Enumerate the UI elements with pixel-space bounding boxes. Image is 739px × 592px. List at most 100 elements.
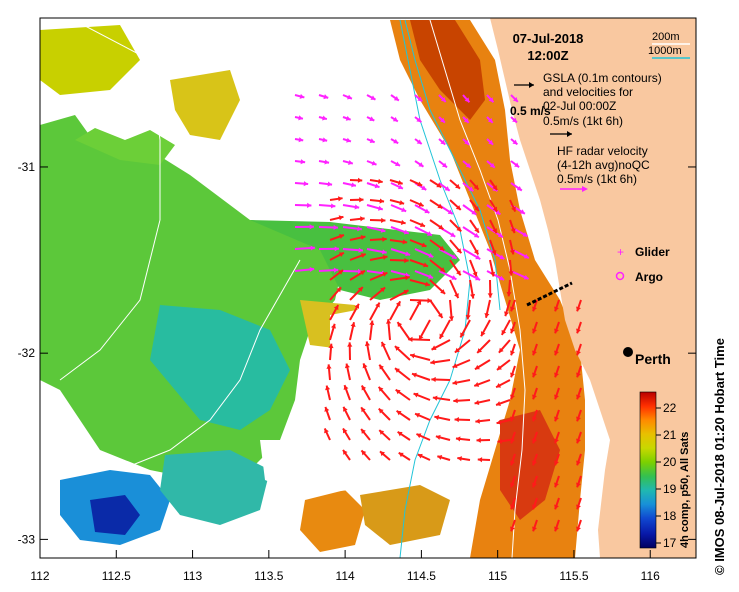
radar-arrow (389, 219, 406, 225)
gsla-arrow (342, 268, 363, 274)
gsla-arrow (366, 182, 380, 189)
radar-arrow (554, 343, 560, 356)
radar-arrow (414, 412, 431, 421)
gsla-arrow (294, 93, 305, 99)
radar-arrow (510, 299, 516, 312)
radar-arrow (576, 387, 582, 400)
gsla-arrow (342, 159, 354, 165)
gsla-arrow (438, 160, 448, 169)
radar-arrow (324, 406, 331, 421)
radar-arrow (449, 259, 462, 276)
radar-arrow (496, 419, 511, 425)
radar-arrow (429, 199, 443, 209)
radar-arrow (465, 299, 471, 320)
glider-legend-label: Glider (635, 245, 670, 259)
radar-arrow (409, 199, 424, 207)
radar-arrow (459, 319, 471, 338)
radar-arrow (349, 321, 356, 341)
radar-arrow (342, 449, 351, 461)
radar-arrow (360, 449, 371, 461)
gsla-arrow (294, 181, 309, 187)
radar-arrow (554, 497, 560, 510)
colorbar (639, 391, 657, 549)
radar-arrow (510, 343, 516, 356)
gsla-text-2: and velocities for (543, 85, 633, 99)
radar-arrow (453, 398, 471, 404)
radar-arrow (532, 475, 538, 488)
radar-arrow (369, 286, 386, 301)
gsla-arrow (366, 226, 386, 233)
no-data-gap-center (330, 300, 470, 440)
radar-arrow (476, 437, 491, 443)
colorbar-label: 4h comp, p50, All Sats (679, 432, 691, 548)
radar-arrow (554, 299, 560, 312)
radar-arrow (476, 339, 491, 354)
radar-arrow (325, 385, 331, 401)
radar-arrow (349, 303, 360, 321)
radar-arrow (360, 406, 371, 421)
radar-arrow (554, 519, 560, 532)
sst-region-orange-south (300, 490, 365, 552)
gsla-text-1: GSLA (0.1m contours) (543, 71, 662, 85)
radar-arrow (369, 198, 385, 204)
radar-arrow (554, 365, 560, 378)
radar-arrow (394, 367, 411, 381)
radar-arrow (576, 321, 582, 334)
gsla-arrow (414, 94, 423, 103)
gsla-arrow (390, 226, 410, 235)
radar-arrow (576, 431, 582, 444)
radar-arrow (377, 386, 391, 401)
radar-arrow (435, 434, 451, 441)
radar-arrow (457, 456, 471, 462)
radar-arrow (323, 428, 331, 441)
radar-arrow (380, 341, 391, 361)
sst-region-green-mid (250, 220, 460, 300)
contour-inner (404, 19, 501, 311)
radar-arrow (329, 269, 344, 281)
gsla-arrow (438, 270, 457, 281)
radar-arrow (342, 406, 351, 421)
contour-1000m (399, 19, 471, 558)
radar-arrow (576, 343, 582, 356)
x-tick-label: 112 (30, 569, 49, 583)
radar-arrow (487, 279, 493, 298)
radar-arrow (343, 384, 351, 401)
sst-region-yellow-north (170, 70, 240, 140)
glider-track (526, 281, 573, 307)
radar-arrow (369, 178, 383, 184)
radar-arrow (379, 450, 391, 461)
radar-arrow (329, 323, 336, 341)
radar-arrow (409, 353, 431, 361)
radar-arrow (532, 409, 538, 422)
sst-region-teal-south (160, 450, 270, 525)
gsla-arrow (438, 182, 451, 192)
gsla-arrow (390, 138, 399, 145)
plot-frame (39, 17, 697, 559)
radar-arrow (411, 372, 431, 381)
gsla-arrow (510, 182, 523, 192)
radar-arrow (417, 453, 431, 461)
radar-arrow (409, 279, 431, 287)
radar-arrow (429, 179, 442, 189)
y-tick-label: -33 (18, 532, 36, 546)
radar-arrow (506, 279, 512, 297)
radar-arrow (576, 497, 582, 510)
radar-arrow (349, 177, 363, 183)
radar-arrow (397, 431, 411, 441)
gsla-scale-label: 0.5 m/s (510, 104, 551, 118)
no-data-gap-north (250, 20, 420, 170)
y-tick-label: -32 (18, 346, 36, 360)
radar-arrow (329, 234, 345, 241)
radar-arrow (510, 431, 516, 444)
colorbar-tick-label: 22 (663, 401, 677, 415)
sst-region-teal (150, 305, 290, 430)
gsla-arrow (342, 94, 353, 100)
radar-arrow (438, 319, 451, 340)
gsla-arrow (318, 224, 338, 231)
gsla-arrow (390, 204, 407, 213)
radar-arrow (510, 387, 516, 400)
sst-region-yellow-nw (40, 25, 140, 95)
radar-arrow (498, 339, 511, 354)
gsla-arrow (390, 160, 401, 167)
radar-arrow (437, 454, 451, 461)
